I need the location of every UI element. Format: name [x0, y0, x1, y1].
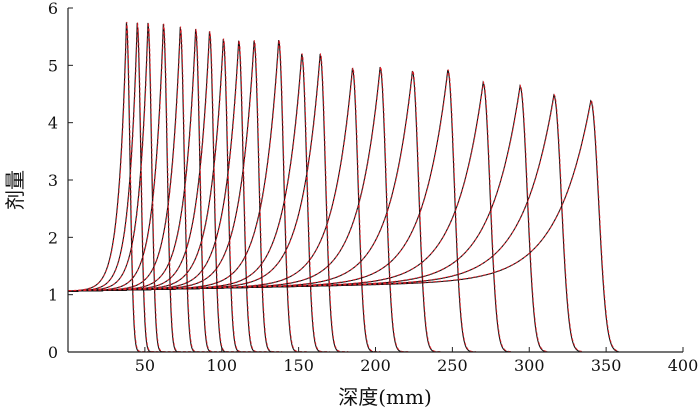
measured-curve-14 [67, 68, 381, 353]
y-tick-label: 5 [48, 56, 58, 75]
y-tick-label: 3 [48, 171, 58, 190]
simulated-curve-14 [68, 67, 381, 353]
x-tick-label: 350 [591, 356, 622, 375]
simulated-curve-20 [68, 93, 582, 352]
measured-curve-3 [67, 22, 176, 353]
simulated-curve-3 [68, 22, 177, 353]
simulated-curve-2 [68, 22, 166, 353]
y-tick-label: 1 [48, 286, 58, 305]
simulated-curve-16 [68, 70, 441, 353]
measured-curve-18 [67, 80, 511, 353]
y-tick-label: 6 [48, 0, 58, 18]
measured-curve-5 [67, 26, 208, 353]
x-tick-label: 150 [283, 356, 314, 375]
x-tick-label: 400 [668, 356, 699, 375]
measured-curve-8 [67, 38, 251, 353]
x-tick-label: 300 [514, 356, 545, 375]
y-tick-label: 0 [48, 343, 58, 362]
measured-curve-9 [67, 40, 267, 353]
axes-group: 50 100 150 200 250 300 350 400 0 1 2 3 4 5 6 [48, 0, 698, 375]
simulated-curve-8 [68, 38, 252, 353]
simulated-curve-18 [68, 80, 512, 352]
x-axis-label: 深度(mm) [338, 385, 432, 409]
measured-curve-15 [67, 66, 408, 353]
simulated-curve-4 [68, 23, 192, 353]
x-tick-label: 100 [206, 356, 237, 375]
simulated-curve-21 [68, 99, 619, 352]
simulated-curve-13 [68, 53, 349, 353]
measured-curve-21 [67, 99, 619, 353]
measured-curve-10 [67, 40, 282, 353]
y-tick-label: 2 [48, 228, 58, 247]
x-tick-label: 50 [135, 356, 155, 375]
measured-curve-13 [67, 53, 348, 353]
simulated-curve-7 [68, 31, 238, 353]
simulated-curve-5 [68, 26, 209, 353]
measured-curve-11 [67, 40, 307, 353]
y-axis-label: 剂量 [3, 170, 27, 210]
y-tick-label: 4 [48, 114, 58, 133]
simulated-curve-10 [68, 40, 283, 353]
curves-group [67, 21, 619, 353]
x-tick-label: 250 [437, 356, 468, 375]
x-tick-label: 200 [360, 356, 391, 375]
